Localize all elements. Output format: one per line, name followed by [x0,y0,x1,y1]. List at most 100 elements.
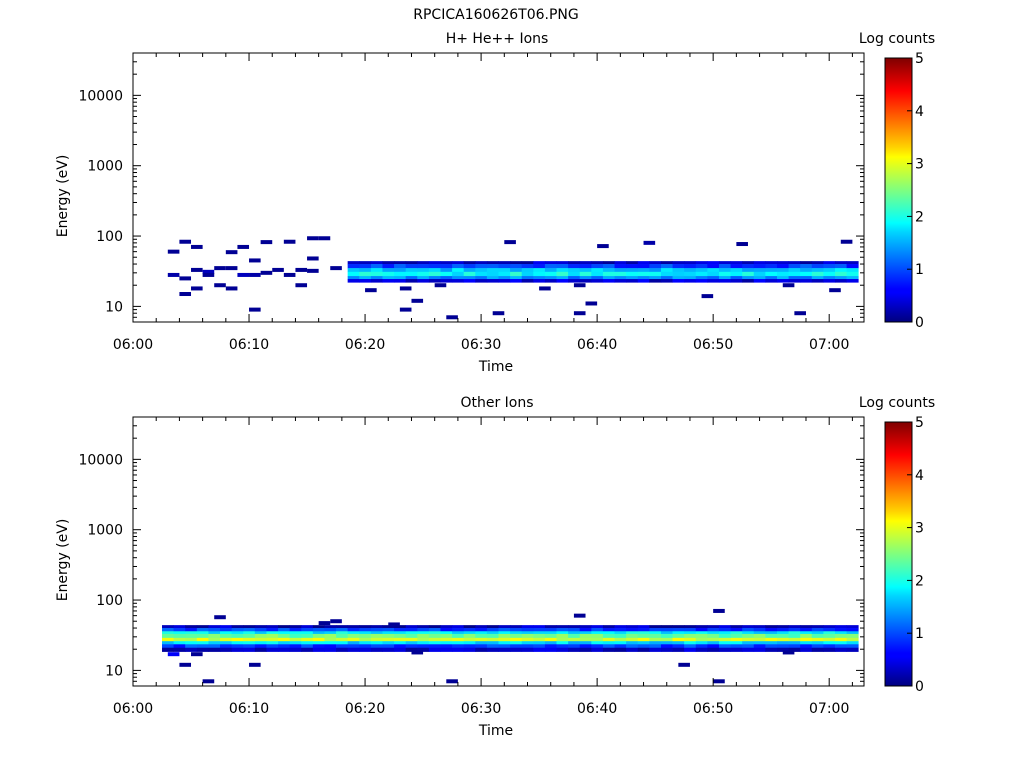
spectrogram-cell [196,633,209,639]
spectrogram-cell [278,633,291,639]
spectrogram-cell [498,641,511,645]
spectrogram-cell [231,647,244,652]
spectrogram-cell [765,633,778,639]
spectrogram-cell [637,633,650,639]
spectrogram-cell [440,268,453,273]
spectrogram-cell [695,279,708,283]
spectrogram-cell [196,628,209,632]
spectrogram-cell [324,641,337,645]
spectrogram-cell [486,631,499,635]
spectrogram-cell [695,633,708,639]
count-bin [365,288,377,293]
spectrogram-cell [834,279,847,283]
spectrogram-cell [649,633,662,639]
spectrogram-cell [672,641,685,645]
count-bin [713,679,725,684]
spectrogram-cell [742,628,755,632]
spectrogram-cell [788,625,801,629]
spectrogram-cell [730,279,743,283]
spectrogram-cell [695,637,708,642]
spectrogram-cell [591,271,604,277]
count-bin [249,307,261,312]
colorbar-tick-label: 4 [915,468,924,484]
spectrogram-cell [684,264,697,269]
spectrogram-cell [614,644,627,649]
spectrogram-cell [289,647,302,652]
spectrogram-cell [498,628,511,632]
y-tick-label: 10 [105,663,123,679]
spectrogram-cell [695,628,708,632]
spectrogram-cell [776,264,789,269]
spectrogram-cell [370,631,383,635]
spectrogram-cell [162,641,175,645]
spectrogram-cell [521,647,534,652]
y-tick-label: 1000 [87,523,123,539]
spectrogram-cell [626,628,639,632]
spectrogram-cell [637,276,650,280]
spectrogram-cell [846,276,859,280]
x-tick-label: 06:40 [577,337,617,353]
spectrogram-cell [428,625,441,629]
spectrogram-cell [788,637,801,642]
spectrogram-cell [707,644,720,649]
spectrogram-cell [521,271,534,277]
spectrogram-cell [730,631,743,635]
count-bin [191,652,203,657]
spectrogram-cell [765,271,778,277]
spectrogram-cell [823,647,836,652]
spectrogram-cell [556,637,569,642]
spectrogram-cell [510,261,523,265]
count-bin [191,267,203,272]
spectrogram-cell [811,628,824,632]
spectrogram-cell [324,633,337,639]
y-tick-label: 10000 [78,452,123,468]
spectrogram-cell [243,647,256,652]
spectrogram-cell [336,647,349,652]
spectrogram-cell [370,268,383,273]
colorbar-tick-label: 1 [915,262,924,278]
spectrogram-cell [486,271,499,277]
count-bin [202,272,215,277]
spectrogram-cell [672,264,685,269]
spectrogram-cell [254,637,267,642]
y-tick-label: 10 [105,299,123,315]
spectrogram-cell [846,628,859,632]
spectrogram-cell [718,637,731,642]
spectrogram-cell [428,631,441,635]
spectrogram-cell [382,625,395,629]
spectrogram-cell [475,261,488,265]
spectrogram-cell [707,647,720,652]
x-tick-label: 06:00 [113,701,153,717]
spectrogram-cell [788,647,801,652]
spectrogram-cell [579,647,592,652]
spectrogram-cell [196,641,209,645]
spectrogram-cell [637,271,650,277]
spectrogram-cell [614,264,627,269]
spectrogram-cell [359,637,372,642]
x-tick-label: 06:00 [113,337,153,353]
colorbar-tick-label: 4 [915,104,924,120]
spectrogram-cell [591,633,604,639]
spectrogram-cell [486,625,499,629]
spectrogram-cell [707,279,720,283]
spectrogram-cell [823,628,836,632]
spectrogram-cell [776,271,789,277]
spectrogram-cell [707,641,720,645]
spectrogram-cell [428,261,441,265]
spectrogram-cell [718,276,731,280]
spectrogram-cell [672,261,685,265]
spectrogram-cell [695,264,708,269]
spectrogram-cell [707,276,720,280]
spectrogram-cell [672,276,685,280]
spectrogram-cell [452,268,465,273]
spectrogram-cell [521,637,534,642]
spectrogram-cell [765,631,778,635]
spectrogram-cell [428,628,441,632]
spectrogram-cell [417,637,430,642]
spectrogram-cell [359,279,372,283]
spectrogram-cell [823,271,836,277]
spectrogram-cell [289,641,302,645]
spectrogram-cell [231,641,244,645]
spectrogram-cell [185,647,198,652]
spectrogram-cell [811,264,824,269]
